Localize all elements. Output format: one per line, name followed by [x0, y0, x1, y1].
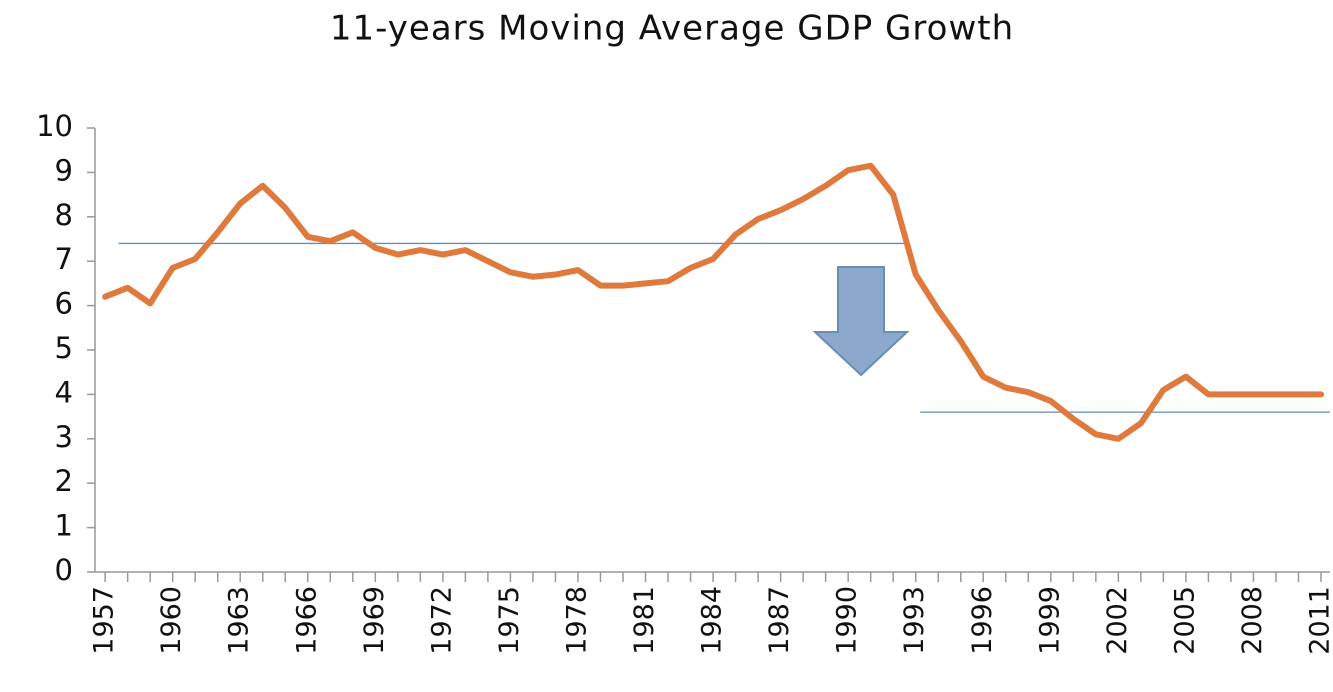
x-tick-label: 1957: [89, 586, 120, 655]
x-tick-label: 1984: [697, 586, 728, 655]
x-tick-label: 1996: [967, 586, 998, 655]
x-tick-label: 1999: [1034, 586, 1065, 655]
y-tick-label: 4: [55, 375, 73, 409]
y-tick-label: 9: [55, 153, 73, 187]
x-tick-label: 2011: [1304, 586, 1333, 655]
y-tick-label: 1: [55, 509, 73, 543]
data-line: [102, 162, 1324, 442]
y-tick-label: 6: [55, 287, 73, 321]
x-tick-label: 2002: [1102, 586, 1133, 655]
x-tick-label: 1981: [629, 586, 660, 655]
x-tick-label: 1972: [426, 586, 457, 655]
x-tick-label: 1960: [156, 586, 187, 655]
x-tick-label: 2005: [1169, 586, 1200, 655]
y-tick-label: 7: [55, 242, 73, 276]
chart-title: 11-years Moving Average GDP Growth: [330, 9, 1014, 49]
x-tick-label: 1975: [494, 586, 525, 655]
y-tick-label: 2: [55, 464, 73, 498]
x-tick-label: 1978: [561, 586, 592, 655]
y-tick-label: 8: [55, 198, 73, 232]
y-tick-label: 5: [55, 331, 73, 365]
x-tick-label: 2008: [1237, 586, 1268, 655]
y-tick-label: 3: [55, 420, 73, 454]
y-tick-label: 0: [55, 553, 73, 587]
x-tick-label: 1990: [832, 586, 863, 655]
down-arrow: [812, 266, 910, 377]
x-tick-label: 1963: [224, 586, 255, 655]
x-tick-label: 1993: [899, 586, 930, 655]
x-tick-label: 1966: [291, 586, 322, 655]
x-tick-label: 1987: [764, 586, 795, 655]
y-tick-label: 10: [36, 109, 73, 143]
x-tick-label: 1969: [359, 586, 390, 655]
